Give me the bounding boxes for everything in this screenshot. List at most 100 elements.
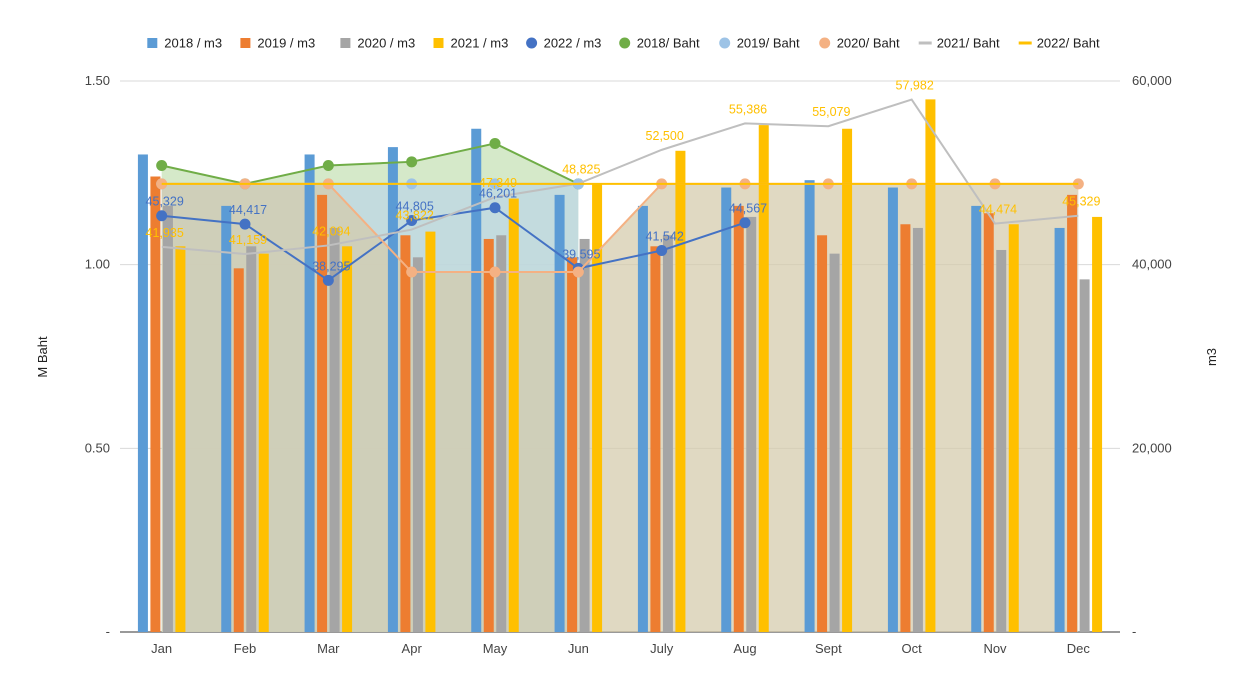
data-label: 55,079: [812, 105, 850, 119]
data-label: 48,825: [562, 163, 600, 177]
x-tick-label: July: [650, 641, 674, 656]
legend-item: 2022/ Baht: [1018, 36, 1100, 51]
bar: [1067, 194, 1078, 632]
axes: - 0.50 1.00 1.50 - 20,000 40,000 60,000 Jan Feb Ma…: [85, 73, 1172, 656]
right-tick-label: 20,000: [1132, 440, 1172, 455]
bar: [233, 268, 244, 632]
bar: [733, 205, 744, 633]
left-tick-label: 1.00: [85, 257, 110, 272]
bar: [971, 205, 982, 633]
series-line: [161, 142, 579, 185]
left-axis-title: M Baht: [35, 336, 50, 378]
data-label: 43,822: [396, 209, 434, 223]
bar: [829, 253, 840, 632]
x-tick-label: Mar: [317, 641, 340, 656]
bar: [746, 216, 757, 632]
legend-swatch: [526, 37, 538, 49]
bar: [983, 213, 994, 633]
left-tick-label: 1.50: [85, 73, 110, 88]
bar: [1079, 279, 1090, 632]
bar: [387, 147, 398, 632]
line-marker: [406, 266, 418, 278]
data-labels: 45,329 44,417 38,295 44,805 46,201 39,595 41,5…: [146, 79, 1101, 274]
bar: [425, 231, 436, 632]
bar: [662, 235, 673, 632]
legend-item: 2022 / m3: [526, 36, 601, 51]
data-label: 44,805: [396, 200, 434, 214]
bar: [221, 205, 232, 633]
bar: [246, 246, 257, 633]
line-marker: [739, 217, 751, 229]
bar: [412, 257, 423, 632]
right-axis-title: m3: [1204, 348, 1219, 366]
legend-label: 2018/ Baht: [637, 36, 700, 51]
bar: [758, 125, 769, 632]
legend-swatch: [918, 41, 932, 45]
bar: [804, 180, 815, 632]
bar: [150, 176, 161, 633]
legend-swatch: [619, 37, 631, 49]
line-marker: [489, 202, 501, 214]
data-label: 41,159: [229, 233, 267, 247]
x-tick-label: Oct: [902, 641, 923, 656]
legend-item: 2018/ Baht: [619, 36, 700, 51]
legend-label: 2021/ Baht: [937, 36, 1000, 51]
bar: [912, 227, 923, 632]
legend-label: 2022/ Baht: [1037, 36, 1100, 51]
bar: [496, 235, 507, 632]
bar: [304, 154, 315, 632]
legend: 2018 / m3 2019 / m3 2020 / m3 2021 / m3 2022…: [147, 36, 1100, 51]
bar: [900, 224, 911, 632]
line-marker: [406, 156, 418, 168]
bar: [317, 194, 328, 632]
legend-label: 2022 / m3: [544, 36, 602, 51]
data-label: 44,417: [229, 203, 267, 217]
data-label: 44,567: [729, 202, 767, 216]
x-tick-label: Jun: [568, 641, 589, 656]
bar: [842, 128, 853, 632]
bar: [342, 246, 353, 633]
data-label: 44,474: [979, 203, 1017, 217]
x-tick-label: Dec: [1067, 641, 1091, 656]
line-series: [156, 98, 1084, 286]
legend-label: 2020/ Baht: [837, 36, 900, 51]
bar: [258, 253, 269, 632]
bar: [592, 183, 603, 632]
bar: [887, 187, 898, 632]
legend-swatch: [147, 38, 158, 48]
left-tick-label: 0.50: [85, 440, 110, 455]
x-tick-label: Sept: [815, 641, 842, 656]
line-marker: [239, 218, 251, 230]
legend-swatch: [240, 38, 251, 48]
line-marker: [322, 274, 334, 286]
data-label: 47,349: [479, 176, 517, 190]
data-label: 41,542: [646, 230, 684, 244]
data-label: 41,935: [146, 226, 184, 240]
bar: [675, 150, 686, 632]
legend-swatch: [719, 37, 731, 49]
bar: [996, 249, 1007, 632]
legend-item: 2020/ Baht: [819, 36, 900, 51]
bar: [554, 194, 565, 632]
legend-item: 2021 / m3: [433, 36, 508, 51]
legend-item: 2019 / m3: [240, 36, 315, 51]
legend-item: 2018 / m3: [147, 36, 222, 51]
legend-item: 2021/ Baht: [918, 36, 1000, 51]
bar: [817, 235, 828, 632]
bar: [721, 187, 732, 632]
line-marker: [489, 266, 501, 278]
bar: [1008, 224, 1019, 632]
bar: [329, 227, 340, 632]
bar: [508, 198, 519, 632]
bar: [483, 238, 494, 632]
line-marker: [156, 159, 168, 171]
bar: [1054, 227, 1065, 632]
legend-swatch: [1018, 41, 1032, 45]
right-tick-label: 40,000: [1132, 257, 1172, 272]
series-line: [161, 98, 1079, 256]
data-label: 45,329: [1062, 195, 1100, 209]
data-label: 42,094: [312, 224, 350, 238]
bar: [175, 246, 186, 633]
bar: [650, 246, 661, 633]
